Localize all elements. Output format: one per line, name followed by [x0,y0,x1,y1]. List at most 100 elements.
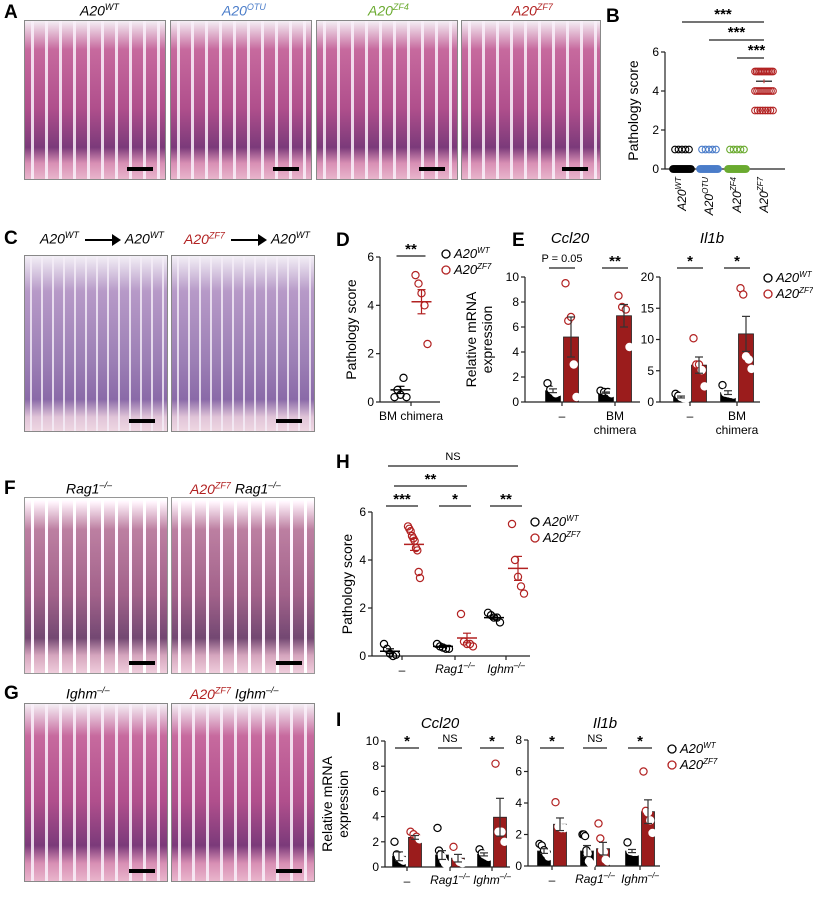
scale-bar [129,419,155,423]
data-point [599,847,609,857]
title-chimera-wt-wt: A20WT A20WT [40,230,164,247]
significance-label: ** [500,491,512,508]
y-tick-label: 8 [512,295,519,309]
y-tick-label: 2 [372,835,379,849]
legend-marker [530,533,540,543]
y-tick-label: 2 [359,601,366,615]
data-point [544,852,553,861]
data-point [402,392,411,402]
data-point [596,834,605,843]
x-tick-label: – [559,409,566,423]
y-tick-label: 10 [506,270,520,284]
scale-bar [276,419,302,423]
data-point [681,145,690,154]
data-point [414,567,423,577]
title-a20-wt: A20WT [80,2,119,19]
legend-label: A20WT [453,246,491,261]
y-tick-label: 4 [359,553,366,567]
data-point [442,860,451,869]
y-tick-label: 10 [641,333,655,347]
data-point [712,145,720,154]
data-point [449,842,458,852]
significance-label: * [637,733,643,750]
x-tick-label: A20ZF7 [756,176,771,213]
histology-a20-wt [24,20,166,180]
data-point [769,67,777,76]
data-point [740,145,748,154]
data-point [753,106,762,115]
legend-marker [530,517,540,527]
data-point [714,165,722,173]
chart-title: Il1b [700,230,724,247]
legend-label: A20ZF7 [542,530,581,545]
significance-label: * [687,253,693,270]
data-point [744,355,753,364]
arrow-icon [84,233,121,246]
data-point [500,837,509,847]
data-point [765,87,773,95]
y-axis-label: Pathology score [343,279,359,380]
significance-label: *** [728,24,746,41]
y-tick-label: 4 [372,810,379,824]
data-point [751,87,759,95]
arrow-icon [230,233,267,246]
y-tick-label: 6 [515,765,522,779]
legend-marker [763,289,773,299]
data-point [682,394,691,404]
significance-label: *** [748,42,766,59]
scale-bar [562,167,588,171]
data-point [614,291,623,300]
data-point [569,360,578,369]
x-tick-label: BM [606,409,624,423]
panel-label-a: A [4,2,18,23]
histology-a20-zf4 [316,20,458,180]
data-point [763,87,771,95]
y-tick-label: 4 [512,345,519,359]
data-point [689,334,698,343]
data-point [747,364,756,374]
data-point [456,609,466,619]
data-point [625,342,634,352]
data-point [756,106,764,115]
x-tick-label: Ighm–/– [473,872,511,887]
histology-a20-otu [170,20,312,180]
legend-marker [667,760,677,770]
data-point [495,618,505,627]
title-zf7-ighm: A20ZF7 Ighm–/– [190,685,279,702]
data-point [685,145,693,154]
data-point [766,106,775,115]
data-point [519,589,529,598]
y-tick-label: 6 [512,320,519,334]
x-tick-label: BM [728,409,746,423]
panel-label-b: B [606,6,620,27]
data-point [769,106,777,115]
histology-rag1 [24,497,168,674]
x-tick-label: A20OTU [701,177,716,216]
x-tick-label: chimera [716,423,759,437]
y-tick-label: 2 [652,123,659,137]
bar [616,315,632,403]
x-tick-label: Rag1–/– [435,661,475,676]
data-point [491,759,500,768]
data-point [516,582,526,591]
data-point [423,339,432,349]
scale-bar [419,167,445,171]
data-point [444,644,454,654]
chart-title: Ccl20 [551,230,590,247]
scale-bar [273,167,299,171]
data-point [755,87,763,95]
legend-label: A20ZF7 [679,757,718,772]
y-tick-label: 20 [641,270,655,284]
data-point [468,642,478,651]
data-point [758,106,767,115]
data-point [648,828,657,838]
data-point [753,87,761,95]
histology-zf7-ighm [171,703,315,882]
y-axis-label: Pathology score [625,60,641,161]
title-a20-otu: A20OTU [222,2,266,19]
y-axis-label: Pathology score [339,534,355,635]
significance-label: ** [609,253,621,270]
y-tick-label: 15 [641,301,655,315]
histology-chimera-wt [24,255,168,432]
data-point [551,798,560,807]
